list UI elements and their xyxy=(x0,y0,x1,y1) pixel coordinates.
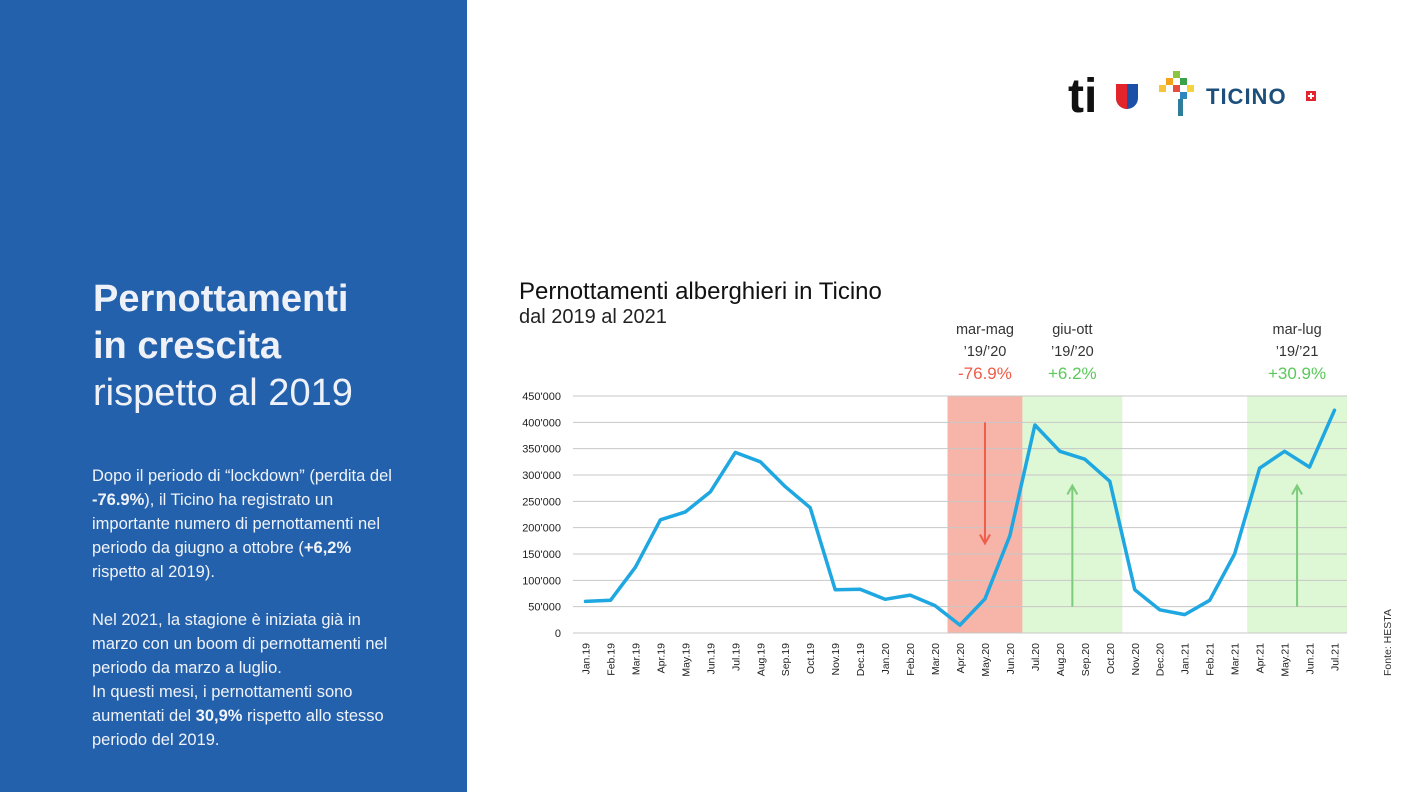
y-tick-label: 250'000 xyxy=(522,496,561,508)
arrow-up-icon xyxy=(1291,483,1303,496)
series-line xyxy=(583,408,1337,627)
x-tick-label: Jul.20 xyxy=(1030,643,1042,671)
p1-text-e: rispetto al 2019). xyxy=(92,563,215,581)
x-tick-label: Jul.21 xyxy=(1330,643,1342,671)
y-tick-label: 450'000 xyxy=(522,391,561,403)
y-tick-label: 0 xyxy=(555,628,561,640)
line-chart: 0 50'000 100'000 150'000 200'000 250'000 300'0… xyxy=(522,322,1347,677)
x-tick-label: May.19 xyxy=(680,643,692,677)
p2-highlight-growth: 30,9% xyxy=(195,707,243,725)
pixel-icon xyxy=(1187,85,1194,92)
headline-line-1: Pernottamenti xyxy=(93,278,349,320)
x-tick-label: Mar.19 xyxy=(630,643,642,675)
x-tick-label: May.21 xyxy=(1280,643,1292,677)
pixel-icon xyxy=(1180,92,1187,99)
y-tick-label: 100'000 xyxy=(522,575,561,587)
x-tick-label: Dec.20 xyxy=(1155,643,1167,676)
annotation-period-3: ’19/’21 xyxy=(1276,344,1319,360)
annotation-period-1: ’19/’20 xyxy=(964,344,1007,360)
y-tick-label: 50'000 xyxy=(528,602,561,614)
y-tick-label: 200'000 xyxy=(522,523,561,535)
left-panel: Pernottamenti in crescita rispetto al 20… xyxy=(0,0,467,792)
ticino-logo: TICINO xyxy=(1159,71,1316,116)
x-tick-label: Oct.19 xyxy=(805,643,817,674)
x-tick-label: Aug.19 xyxy=(755,643,767,676)
annotation-label-2: giu-ott xyxy=(1052,322,1092,338)
annotation-period-2: ’19/’20 xyxy=(1051,344,1094,360)
annotation-change-1: -76.9% xyxy=(958,364,1012,383)
ti-logo-text: ti xyxy=(1068,70,1097,120)
p2-text-b: In questi mesi, i pernottamenti sono aum… xyxy=(92,683,353,725)
x-tick-label: Apr.19 xyxy=(655,643,667,674)
x-tick-label: Nov.19 xyxy=(830,643,842,676)
x-tick-label: Apr.20 xyxy=(955,643,967,674)
x-tick-label: Jun.19 xyxy=(705,643,717,675)
ti-shield-red xyxy=(1116,84,1127,109)
ticino-logo-text: TICINO xyxy=(1206,84,1287,109)
x-tick-label: Feb.19 xyxy=(605,643,617,676)
x-tick-label: Oct.20 xyxy=(1105,643,1117,674)
annotation-label-1: mar-mag xyxy=(956,322,1014,338)
x-tick-label: Apr.21 xyxy=(1255,643,1267,674)
x-tick-label: Jul.19 xyxy=(730,643,742,671)
y-tick-label: 300'000 xyxy=(522,470,561,482)
pixel-icon xyxy=(1166,78,1173,85)
p1-highlight-decline: -76.9% xyxy=(92,491,145,509)
x-tick-label: Feb.20 xyxy=(905,643,917,676)
pixel-icon xyxy=(1180,78,1187,85)
x-tick-label: Mar.20 xyxy=(930,643,942,675)
annotation-change-2: +6.2% xyxy=(1048,364,1097,383)
swiss-cross-h xyxy=(1308,95,1314,97)
x-tick-label: Jun.21 xyxy=(1305,643,1317,675)
p1-text-c: ), il Ticino ha registrato un importante… xyxy=(92,491,380,557)
x-tick-label: Dec.19 xyxy=(855,643,867,676)
p2-text-a: Nel 2021, la stagione è iniziata già in … xyxy=(92,611,388,677)
pixel-icon xyxy=(1159,85,1166,92)
x-tick-label: Jan.20 xyxy=(880,643,892,675)
x-tick-label: Jan.19 xyxy=(580,643,592,675)
logos: ti TICINO xyxy=(1068,70,1316,120)
headline-line-2: in crescita xyxy=(93,325,281,367)
arrow-down-icon xyxy=(979,533,991,546)
y-tick-label: 150'000 xyxy=(522,549,561,561)
headline: Pernottamenti in crescita rispetto al 20… xyxy=(93,276,453,417)
chart-subtitle: dal 2019 al 2021 xyxy=(519,306,667,328)
source-note: Fonte: HESTA xyxy=(1382,609,1394,676)
x-tick-label: Mar.21 xyxy=(1230,643,1242,675)
p1-highlight-growth: +6,2% xyxy=(303,539,352,557)
x-tick-label: May.20 xyxy=(980,643,992,677)
pixel-icon xyxy=(1173,85,1180,92)
x-tick-label: Sep.19 xyxy=(780,643,792,676)
x-tick-label: Feb.21 xyxy=(1205,643,1217,676)
p2-text-d: rispetto allo stesso periodo del 2019. xyxy=(92,707,384,749)
x-tick-label: Aug.20 xyxy=(1055,643,1067,676)
x-tick-label: Nov.20 xyxy=(1130,643,1142,676)
annotation-change-3: +30.9% xyxy=(1268,364,1326,383)
arrow-up-icon xyxy=(1066,483,1079,496)
annotation-label-3: mar-lug xyxy=(1272,322,1321,338)
y-tick-label: 350'000 xyxy=(522,444,561,456)
paragraph-2021: Nel 2021, la stagione è iniziata già in … xyxy=(92,608,392,752)
headline-line-3: rispetto al 2019 xyxy=(93,372,353,414)
x-tick-label: Sep.20 xyxy=(1080,643,1092,676)
chart-title: Pernottamenti alberghieri in Ticino xyxy=(519,278,882,305)
pixel-icon xyxy=(1173,71,1180,78)
x-tick-label: Jan.21 xyxy=(1180,643,1192,675)
y-tick-label: 400'000 xyxy=(522,417,561,429)
pixel-icon xyxy=(1178,99,1183,116)
x-tick-label: Jun.20 xyxy=(1005,643,1017,675)
paragraph-lockdown: Dopo il periodo di “lockdown” (perdita d… xyxy=(92,464,392,584)
p1-text-a: Dopo il periodo di “lockdown” (perdita d… xyxy=(92,467,392,485)
ti-logo: ti xyxy=(1068,70,1138,120)
